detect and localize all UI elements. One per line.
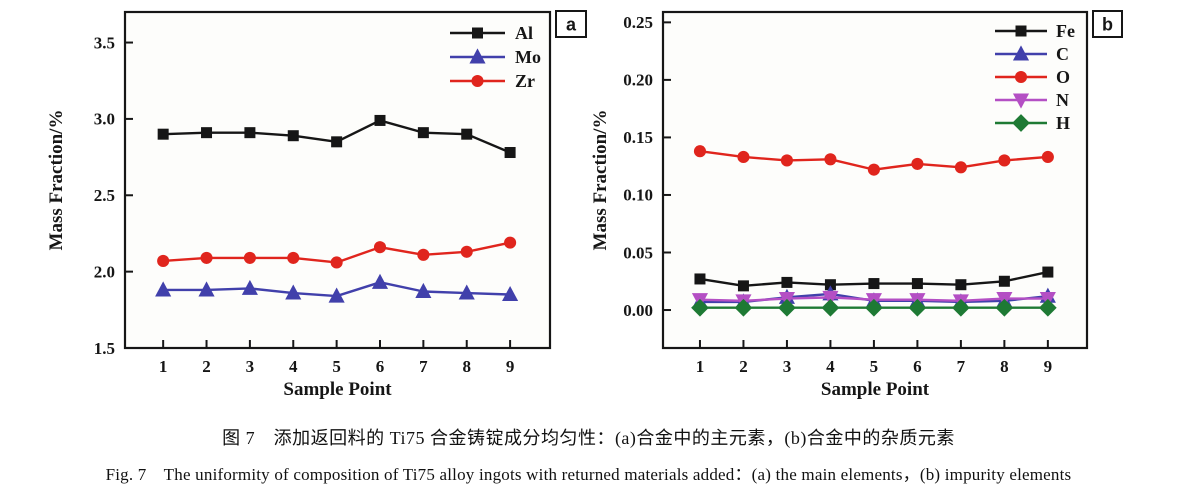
y-axis-ticks: 0.00 0.05 0.10 0.15 0.20 0.25 (623, 13, 671, 320)
series-Zr (157, 236, 517, 269)
y-tick-label: 0.20 (623, 71, 653, 90)
x-tick-label: 6 (913, 357, 922, 376)
plot-area (663, 12, 1087, 348)
x-tick-label: 4 (289, 357, 298, 376)
x-tick-label: 2 (202, 357, 211, 376)
panel-label-box: a (555, 10, 587, 38)
legend: Al Mo Zr (450, 23, 541, 91)
legend-label-N: N (1056, 90, 1069, 110)
x-tick-label: 1 (159, 357, 168, 376)
series-O (693, 145, 1054, 176)
legend-label-Mo: Mo (515, 47, 541, 67)
y-tick-label: 1.5 (94, 339, 115, 358)
x-axis-label: Sample Point (283, 379, 392, 400)
y-axis-label: Mass Fraction/% (46, 110, 67, 251)
x-tick-label: 5 (870, 357, 879, 376)
x-tick-label: 3 (783, 357, 792, 376)
legend-label-H: H (1056, 113, 1070, 133)
legend-label-Fe: Fe (1056, 21, 1075, 41)
y-tick-label: 0.00 (623, 301, 653, 320)
y-tick-label: 3.5 (94, 33, 115, 52)
series-Mo (155, 273, 519, 303)
y-tick-label: 0.05 (623, 243, 653, 262)
y-tick-label: 0.25 (623, 13, 653, 32)
caption-english: Fig. 7 The uniformity of composition of … (105, 465, 1072, 484)
series-Fe (694, 266, 1054, 292)
x-tick-label: 5 (332, 357, 341, 376)
x-tick-label: 7 (957, 357, 966, 376)
x-tick-label: 2 (739, 357, 748, 376)
y-tick-label: 3.0 (94, 110, 115, 129)
chart-panel-main-elements: 1.5 2.0 2.5 3.0 3.5 1 2 3 4 5 6 7 8 9 Sample Point Mass… (46, 10, 587, 400)
legend-label-C: C (1056, 44, 1069, 64)
x-tick-label: 8 (1000, 357, 1009, 376)
x-tick-label: 9 (506, 357, 515, 376)
chart-panel-impurity-elements: 0.00 0.05 0.10 0.15 0.20 0.25 1 2 3 4 5 6 7 8 9 Sample … (590, 10, 1123, 400)
panel-label: b (1102, 14, 1113, 34)
y-axis-label: Mass Fraction/% (590, 110, 611, 251)
x-tick-label: 9 (1044, 357, 1053, 376)
x-tick-label: 3 (246, 357, 255, 376)
caption-chinese: 图 7 添加返回料的 Ti75 合金铸锭成分均匀性：(a)合金中的主元素，(b)… (222, 428, 955, 448)
panel-label: a (566, 14, 577, 34)
y-tick-label: 2.0 (94, 262, 115, 281)
x-axis-ticks: 1 2 3 4 5 6 7 8 9 (159, 340, 514, 376)
x-tick-label: 6 (376, 357, 385, 376)
y-tick-label: 0.15 (623, 128, 653, 147)
x-axis-ticks: 1 2 3 4 5 6 7 8 9 (696, 340, 1052, 376)
x-tick-label: 4 (826, 357, 835, 376)
plot-border (661, 10, 1089, 350)
series-Al (157, 114, 516, 159)
legend-label-Zr: Zr (515, 71, 535, 91)
x-tick-label: 1 (696, 357, 705, 376)
x-tick-label: 7 (419, 357, 428, 376)
y-tick-label: 0.10 (623, 186, 653, 205)
figure-charts-row: 1.5 2.0 2.5 3.0 3.5 1 2 3 4 5 6 7 8 9 Sample Point Mass… (46, 10, 1123, 400)
y-tick-label: 2.5 (94, 186, 115, 205)
y-axis-ticks: 1.5 2.0 2.5 3.0 3.5 (94, 33, 133, 358)
legend-label-Al: Al (515, 23, 533, 43)
series-H (691, 298, 1057, 317)
plot-border (123, 10, 552, 350)
x-axis-label: Sample Point (821, 379, 930, 400)
legend-label-O: O (1056, 67, 1070, 87)
x-tick-label: 8 (462, 357, 471, 376)
panel-label-box: b (1092, 10, 1123, 38)
